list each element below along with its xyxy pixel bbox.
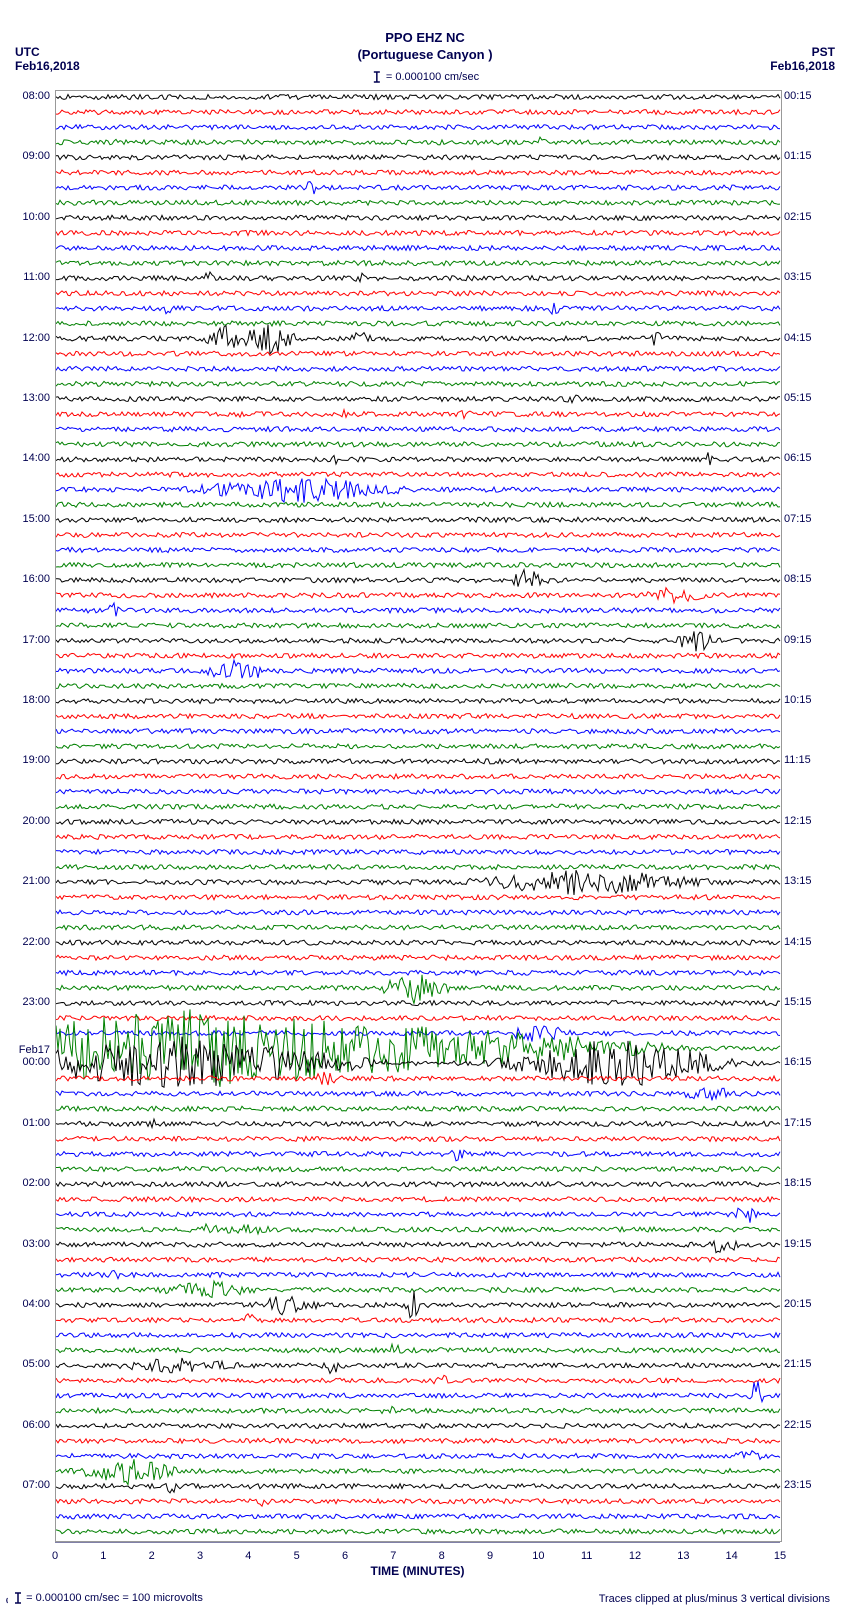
x-tick-label: 14 (726, 1550, 738, 1562)
day-break-label: Feb17 (2, 1044, 50, 1056)
x-tick-label: 13 (677, 1550, 689, 1562)
footer-clip-note: Traces clipped at plus/minus 3 vertical … (599, 1593, 830, 1605)
utc-time-label: 18:00 (2, 694, 50, 706)
pst-time-label: 04:15 (784, 332, 812, 344)
pst-time-label: 13:15 (784, 875, 812, 887)
utc-time-label: 12:00 (2, 332, 50, 344)
x-tick-label: 3 (197, 1550, 203, 1562)
pst-time-label: 14:15 (784, 936, 812, 948)
utc-time-label: 11:00 (2, 271, 50, 283)
utc-time-label: 17:00 (2, 634, 50, 646)
utc-time-label: 14:00 (2, 452, 50, 464)
chart-subtitle: (Portuguese Canyon ) (0, 47, 850, 64)
chart-header: PPO EHZ NC (Portuguese Canyon ) (0, 0, 850, 64)
pst-time-label: 05:15 (784, 392, 812, 404)
pst-time-label: 22:15 (784, 1419, 812, 1431)
seismogram-plot (55, 90, 782, 1542)
utc-time-label: 01:00 (2, 1117, 50, 1129)
utc-time-label: 16:00 (2, 573, 50, 585)
utc-time-label: 19:00 (2, 754, 50, 766)
utc-time-label: 22:00 (2, 936, 50, 948)
x-axis-title: TIME (MINUTES) (371, 1564, 465, 1578)
utc-time-label: 10:00 (2, 211, 50, 223)
utc-time-label: 06:00 (2, 1419, 50, 1431)
chart-title: PPO EHZ NC (0, 30, 850, 47)
utc-time-label: 07:00 (2, 1479, 50, 1491)
x-axis: 0123456789101112131415 TIME (MINUTES) (55, 1542, 780, 1582)
utc-time-label: 20:00 (2, 815, 50, 827)
x-tick-label: 11 (581, 1550, 592, 1562)
x-tick-label: 12 (629, 1550, 641, 1562)
x-tick-label: 1 (100, 1550, 106, 1562)
utc-time-label: 04:00 (2, 1298, 50, 1310)
pst-time-label: 06:15 (784, 452, 812, 464)
utc-time-label: 00:00 (2, 1056, 50, 1068)
utc-time-label: 09:00 (2, 150, 50, 162)
pst-time-label: 15:15 (784, 996, 812, 1008)
utc-time-label: 21:00 (2, 875, 50, 887)
tz-right: PST Feb16,2018 (770, 45, 835, 73)
utc-time-label: 13:00 (2, 392, 50, 404)
x-tick-label: 0 (52, 1550, 58, 1562)
utc-time-label: 02:00 (2, 1177, 50, 1189)
x-tick-label: 8 (439, 1550, 445, 1562)
pst-time-label: 21:15 (784, 1358, 812, 1370)
pst-time-label: 23:15 (784, 1479, 812, 1491)
scale-indicator: = 0.000100 cm/sec (371, 70, 479, 84)
x-tick-label: 7 (390, 1550, 396, 1562)
tz-left: UTC Feb16,2018 (15, 45, 80, 73)
seismogram-container: PPO EHZ NC (Portuguese Canyon ) UTC Feb1… (0, 0, 850, 1613)
footer-calibration: = 0.000100 cm/sec = 100 microvolts (5, 1591, 203, 1605)
pst-time-label: 08:15 (784, 573, 812, 585)
x-tick-label: 15 (774, 1550, 786, 1562)
x-tick-label: 5 (294, 1550, 300, 1562)
pst-time-label: 18:15 (784, 1177, 812, 1189)
pst-time-label: 01:15 (784, 150, 812, 162)
pst-time-label: 17:15 (784, 1117, 812, 1129)
pst-time-label: 12:15 (784, 815, 812, 827)
pst-time-label: 00:15 (784, 90, 812, 102)
pst-time-label: 20:15 (784, 1298, 812, 1310)
utc-time-label: 03:00 (2, 1238, 50, 1250)
pst-time-label: 16:15 (784, 1056, 812, 1068)
pst-time-label: 19:15 (784, 1238, 812, 1250)
x-tick-label: 4 (245, 1550, 251, 1562)
x-tick-label: 6 (342, 1550, 348, 1562)
pst-time-label: 10:15 (784, 694, 812, 706)
utc-time-label: 05:00 (2, 1358, 50, 1370)
utc-time-label: 23:00 (2, 996, 50, 1008)
x-tick-label: 2 (149, 1550, 155, 1562)
utc-time-label: 08:00 (2, 90, 50, 102)
x-tick-label: 9 (487, 1550, 493, 1562)
pst-time-label: 03:15 (784, 271, 812, 283)
pst-time-label: 02:15 (784, 211, 812, 223)
pst-time-label: 09:15 (784, 634, 812, 646)
pst-time-label: 11:15 (784, 754, 811, 766)
pst-time-label: 07:15 (784, 513, 812, 525)
x-tick-label: 10 (532, 1550, 544, 1562)
utc-time-label: 15:00 (2, 513, 50, 525)
